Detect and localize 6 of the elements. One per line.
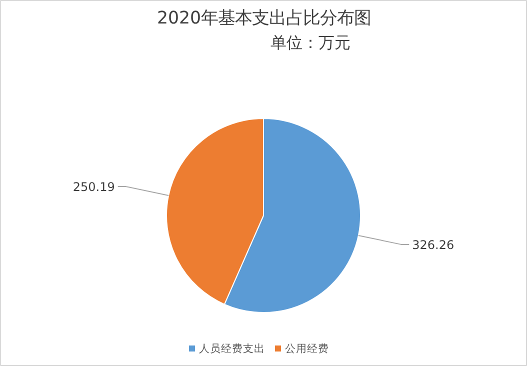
chart-title: 2020年基本支出占比分布图 [156, 8, 372, 28]
chart-subtitle: 单位：万元 [270, 33, 350, 52]
legend-label: 人员经费支出 [199, 342, 265, 355]
data-label: 250.19 [72, 180, 115, 194]
legend-label: 公用经费 [285, 342, 329, 355]
data-label: 326.26 [412, 238, 454, 252]
